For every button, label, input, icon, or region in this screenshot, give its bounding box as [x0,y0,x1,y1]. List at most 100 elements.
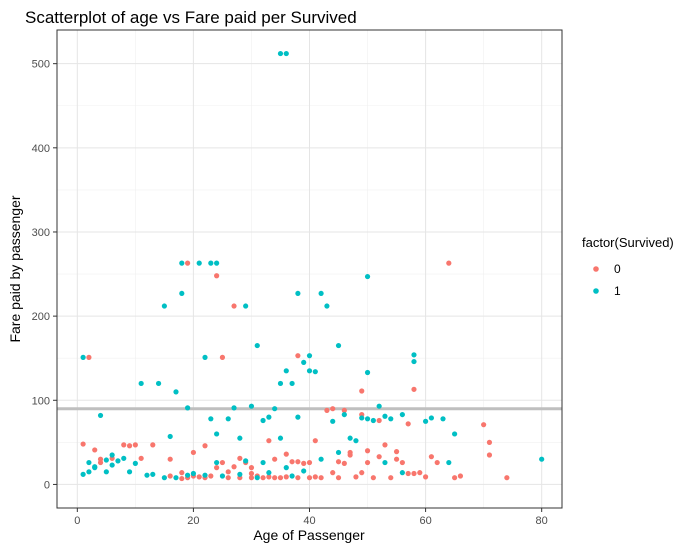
data-point-survived-1 [132,460,138,466]
data-point-survived-0 [364,448,371,454]
data-point-survived-0 [97,459,104,466]
data-point-survived-1 [173,389,179,395]
data-point-survived-1 [138,380,144,387]
data-point-survived-1 [312,369,318,375]
legend-label-0: 0 [614,262,621,276]
data-point-survived-0 [504,475,510,481]
data-point-survived-1 [388,416,394,422]
data-point-survived-1 [121,455,127,461]
data-point-survived-1 [306,368,313,374]
data-point-survived-1 [266,470,272,476]
x-tick-label: 20 [187,515,199,527]
data-point-survived-0 [185,260,191,266]
data-point-survived-1 [347,435,353,441]
data-point-survived-0 [121,442,127,448]
data-point-survived-1 [115,458,121,464]
data-point-survived-1 [260,459,266,466]
data-point-survived-1 [272,406,278,412]
data-point-survived-0 [434,459,440,466]
data-point-survived-1 [283,368,289,374]
data-point-survived-1 [295,414,301,420]
data-point-survived-0 [411,386,417,392]
data-point-survived-1 [150,471,156,477]
data-point-survived-0 [376,417,382,424]
data-point-survived-1 [208,416,214,422]
data-point-survived-1 [254,475,260,481]
data-point-survived-0 [260,475,266,481]
data-point-survived-1 [364,416,371,422]
data-point-survived-0 [486,452,493,458]
data-point-survived-0 [214,273,220,279]
data-point-survived-1 [243,303,249,309]
data-point-survived-0 [306,475,313,481]
data-point-survived-0 [289,459,295,465]
data-point-survived-1 [144,472,150,478]
data-point-survived-0 [219,459,226,466]
data-point-survived-0 [248,465,255,471]
data-point-survived-1 [109,462,115,468]
data-points [80,50,545,482]
data-point-survived-0 [405,470,411,477]
x-tick-label: 60 [419,515,431,527]
data-point-survived-0 [457,473,464,479]
data-point-survived-0 [312,438,318,444]
data-point-survived-1 [97,412,104,419]
data-point-survived-1 [289,473,295,479]
data-point-survived-1 [324,303,330,309]
data-point-survived-1 [399,411,405,418]
legend: factor(Survived) 01 [582,235,674,298]
data-point-survived-1 [452,431,458,437]
data-point-survived-0 [237,455,243,461]
data-point-survived-0 [283,474,289,480]
data-point-survived-1 [335,342,342,349]
x-axis-ticks: 0 20 40 60 80 [74,508,548,527]
data-point-survived-1 [330,418,336,424]
data-point-survived-1 [301,468,307,474]
data-point-survived-0 [388,475,394,481]
data-point-survived-1 [103,457,109,463]
data-point-survived-1 [289,380,295,387]
y-tick-label: 200 [32,311,50,323]
data-point-survived-0 [190,449,197,456]
data-point-survived-0 [393,449,400,455]
data-point-survived-1 [306,353,313,359]
data-point-survived-1 [179,290,185,297]
data-point-survived-0 [324,407,330,413]
data-point-survived-1 [173,475,179,481]
chart-title: Scatterplot of age vs Fare paid per Surv… [25,8,357,27]
data-point-survived-1 [185,472,191,478]
legend-key-1 [593,288,599,294]
data-point-survived-1 [202,472,208,478]
data-point-survived-0 [446,260,452,266]
data-point-survived-0 [219,354,226,360]
data-point-survived-1 [411,358,417,365]
data-point-survived-1 [179,260,185,266]
data-point-survived-0 [417,470,423,476]
data-point-survived-1 [248,403,255,409]
data-point-survived-0 [341,407,347,413]
data-point-survived-1 [231,405,237,411]
plot-area [56,29,563,509]
data-point-survived-1 [266,414,272,420]
x-tick-label: 40 [303,515,315,527]
data-point-survived-1 [103,469,109,475]
data-point-survived-1 [382,413,388,419]
data-point-survived-1 [301,359,307,366]
data-point-survived-0 [452,475,458,481]
x-tick-label: 0 [74,515,80,527]
data-point-survived-0 [295,475,301,481]
data-point-survived-0 [376,454,382,460]
data-point-survived-1 [86,459,92,466]
data-point-survived-0 [266,474,272,480]
data-point-survived-0 [272,456,278,462]
data-point-survived-0 [167,456,173,462]
data-point-survived-0 [266,438,272,444]
data-point-survived-1 [370,417,376,424]
data-point-survived-0 [196,474,202,480]
data-point-survived-1 [399,470,405,476]
data-point-survived-1 [92,464,98,470]
data-point-survived-0 [318,475,324,481]
legend-title: factor(Survived) [582,235,674,250]
data-point-survived-0 [405,421,411,427]
